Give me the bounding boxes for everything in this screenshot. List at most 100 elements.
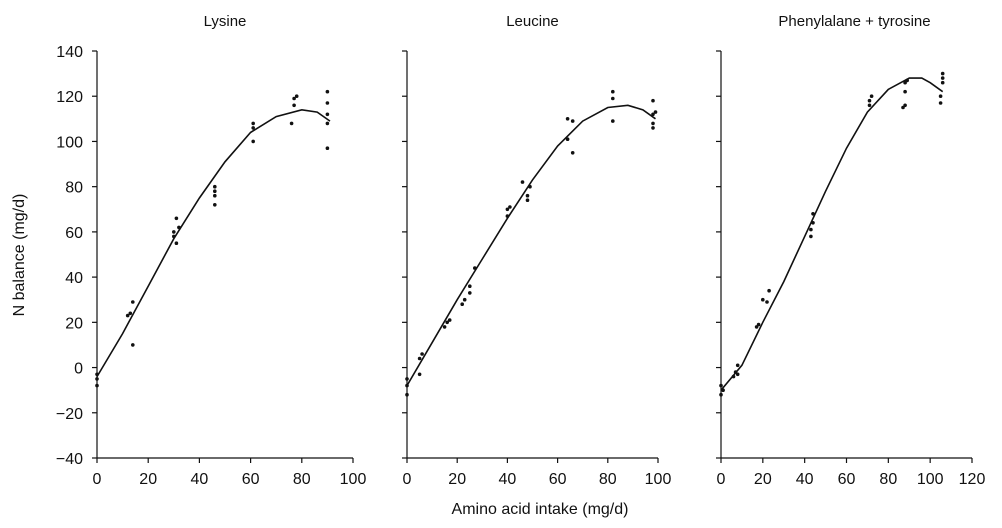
data-point (172, 230, 176, 234)
data-point (95, 372, 99, 377)
x-tick-label: 20 (754, 471, 772, 488)
data-point (125, 313, 130, 318)
data-point (468, 284, 472, 289)
data-point (905, 78, 909, 83)
data-point (651, 98, 655, 103)
data-point (505, 207, 510, 212)
data-point (651, 112, 655, 117)
x-tick-label: 20 (448, 471, 466, 488)
data-point (174, 216, 179, 221)
x-tick-label: 0 (93, 471, 102, 488)
data-point (420, 352, 424, 356)
x-axis-label: Amino acid intake (mg/d) (452, 501, 629, 518)
data-point (938, 101, 943, 105)
x-tick-label: 60 (549, 471, 567, 488)
data-point (468, 291, 472, 295)
data-point (940, 76, 945, 80)
data-point (128, 311, 133, 316)
data-point (325, 101, 330, 105)
data-point (131, 300, 135, 304)
data-point (442, 325, 447, 329)
data-point (765, 300, 769, 304)
data-point (462, 297, 467, 302)
data-point (174, 241, 179, 245)
x-tick-label: 40 (191, 471, 209, 488)
x-tick-label: 120 (959, 471, 986, 488)
data-point (767, 288, 771, 293)
data-point (251, 121, 255, 126)
x-tick-label: 100 (645, 471, 672, 488)
data-point (809, 227, 813, 232)
x-tick-label: 100 (340, 471, 367, 488)
data-point (213, 203, 217, 207)
data-point (867, 98, 872, 103)
chart-panels: Lysine −40 −20 0 20 40 60 80 100 120 140 0 20 40 60 80 1… (56, 13, 986, 488)
x-tick-label: 80 (599, 471, 617, 488)
data-point (447, 318, 452, 322)
data-point (213, 189, 217, 193)
data-point (570, 119, 575, 123)
data-point (761, 297, 765, 302)
data-point (417, 356, 422, 361)
x-tick-label: 80 (293, 471, 311, 488)
data-point (651, 121, 655, 126)
data-point (213, 184, 217, 189)
y-tick-label: 40 (65, 270, 83, 287)
data-point (903, 80, 907, 85)
data-point (505, 214, 510, 218)
data-point (445, 320, 450, 325)
panel-3: Phenylalane + tyrosine 0 20 40 60 80 100 120 (716, 13, 985, 488)
data-point (651, 126, 655, 130)
data-point (95, 377, 99, 381)
data-point (570, 151, 575, 155)
data-point (811, 221, 815, 225)
y-tick-label: 120 (56, 89, 83, 106)
data-point (294, 94, 299, 98)
x-tick-label: 40 (796, 471, 814, 488)
x-tick-label: 0 (717, 471, 726, 488)
data-point (289, 121, 294, 126)
data-point (292, 103, 296, 108)
data-point (325, 89, 330, 94)
data-point (172, 234, 176, 239)
data-point (867, 103, 872, 108)
data-point (292, 96, 296, 101)
data-point (177, 225, 181, 230)
data-point (903, 89, 907, 94)
y-tick-label: 0 (74, 361, 83, 378)
data-point (251, 139, 255, 144)
x-tick-label: 20 (139, 471, 157, 488)
data-point (719, 383, 723, 388)
data-point (731, 374, 736, 379)
data-point (417, 372, 422, 377)
y-axis-label: N balance (mg/d) (11, 194, 28, 317)
data-point (809, 234, 813, 239)
data-point (325, 121, 330, 126)
data-point (460, 302, 465, 307)
data-point (719, 392, 723, 397)
y-tick-label: 80 (65, 180, 83, 197)
x-tick-label: 80 (879, 471, 897, 488)
panel-2: Leucine 0 20 40 60 80 100 (402, 13, 671, 488)
y-tick-label: 60 (65, 225, 83, 242)
fit-curve (96, 108, 331, 378)
data-point (756, 322, 761, 327)
x-tick-label: 60 (838, 471, 856, 488)
data-point (565, 137, 570, 141)
data-point (940, 71, 945, 76)
data-point (405, 392, 409, 397)
data-point (653, 110, 658, 114)
data-point (325, 112, 330, 117)
x-tick-label: 40 (499, 471, 517, 488)
panel-title: Lysine (204, 13, 247, 30)
data-point (520, 180, 525, 184)
x-tick-label: 100 (917, 471, 944, 488)
data-point (508, 205, 512, 209)
y-tick-label: −40 (56, 451, 83, 468)
y-tick-label: 140 (56, 44, 83, 61)
data-point (213, 193, 217, 198)
data-point (325, 146, 330, 150)
data-point (405, 383, 409, 388)
data-point (735, 363, 740, 368)
